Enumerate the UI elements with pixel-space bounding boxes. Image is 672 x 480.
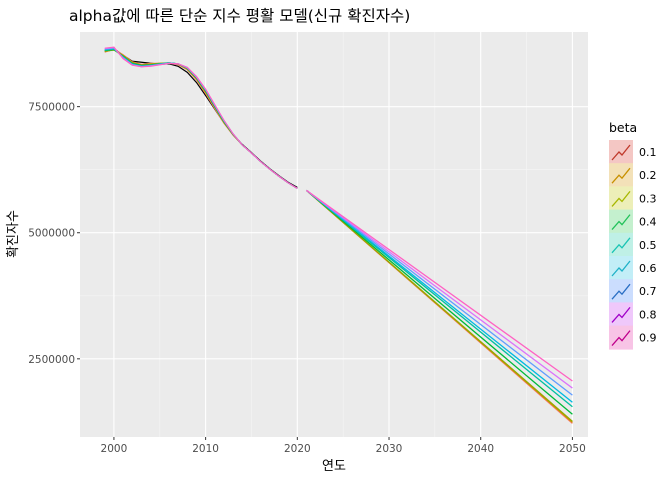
x-tick-label: 2010 <box>192 443 219 455</box>
legend-item: 0.8 <box>609 302 657 327</box>
legend-label: 0.1 <box>639 146 657 159</box>
legend-label: 0.2 <box>639 169 657 182</box>
legend-item: 0.2 <box>609 163 657 188</box>
series-lines <box>104 46 573 424</box>
legend-swatch <box>609 325 633 350</box>
legend-swatch <box>609 209 633 234</box>
y-tick-label: 7500000 <box>28 102 75 114</box>
legend-label: 0.6 <box>639 262 657 275</box>
y-axis-title: 확진자수 <box>6 210 21 258</box>
legend-label: 0.3 <box>639 192 657 205</box>
legend-key-line <box>611 144 631 161</box>
legend-item: 0.5 <box>609 232 657 257</box>
series-fit-line <box>104 46 298 189</box>
legend-label: 0.9 <box>639 332 657 345</box>
legend-item: 0.3 <box>609 186 657 211</box>
legend-key-line <box>611 167 631 184</box>
legend-key-line <box>611 190 631 207</box>
legend-swatch <box>609 302 633 327</box>
legend-swatch <box>609 279 633 304</box>
y-axis: 2500000 5000000 7500000 <box>28 102 80 366</box>
legend-item: 0.9 <box>609 325 657 350</box>
chart-title: alpha값에 따른 단순 지수 평활 모델(신규 확진자수) <box>69 7 410 25</box>
y-tick-label: 5000000 <box>28 228 75 240</box>
x-axis: 2000 2010 2020 2030 2040 2050 <box>101 437 586 455</box>
series-forecast-line <box>306 189 573 382</box>
series-forecast-line <box>306 189 573 403</box>
legend-key-line <box>611 330 631 347</box>
legend-key-line <box>611 214 631 231</box>
y-tick-label: 2500000 <box>28 354 75 366</box>
legend-swatch <box>609 163 633 188</box>
legend-key-line <box>611 283 631 300</box>
minor-gridlines <box>80 32 588 437</box>
legend: beta 0.1 0.2 0.3 0.4 0.5 0.6 0.7 0.8 0.9 <box>609 120 657 350</box>
legend-swatch <box>609 186 633 211</box>
x-tick-label: 2000 <box>101 443 128 455</box>
legend-key-line <box>611 260 631 277</box>
legend-item: 0.1 <box>609 140 657 164</box>
legend-label: 0.4 <box>639 216 657 229</box>
x-axis-title: 연도 <box>322 459 346 474</box>
plot-panel <box>80 32 588 437</box>
legend-swatch <box>609 140 633 164</box>
x-tick-label: 2030 <box>376 443 403 455</box>
legend-swatch <box>609 232 633 257</box>
x-tick-label: 2020 <box>284 443 311 455</box>
legend-label: 0.7 <box>639 285 657 298</box>
legend-title: beta <box>609 120 637 135</box>
legend-item: 0.4 <box>609 209 657 234</box>
plot-background <box>80 32 588 437</box>
series-forecast-line <box>306 189 573 389</box>
legend-label: 0.8 <box>639 308 657 321</box>
legend-key-line <box>611 306 631 323</box>
series-forecast-line <box>306 189 573 396</box>
legend-item: 0.7 <box>609 279 657 304</box>
x-tick-label: 2040 <box>467 443 494 455</box>
legend-items: 0.1 0.2 0.3 0.4 0.5 0.6 0.7 0.8 0.9 <box>609 140 657 350</box>
legend-item: 0.6 <box>609 256 657 280</box>
series-forecast-line <box>306 189 573 415</box>
legend-key-line <box>611 237 631 254</box>
major-gridlines <box>80 32 588 437</box>
legend-swatch <box>609 256 633 280</box>
legend-label: 0.5 <box>639 239 657 252</box>
x-tick-label: 2050 <box>559 443 586 455</box>
series-forecast-line <box>306 189 573 422</box>
